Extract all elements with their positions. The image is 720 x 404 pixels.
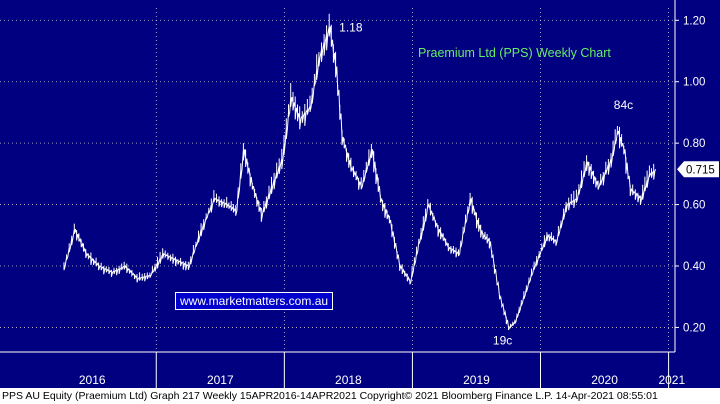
y-tick-label: 0.20 [683, 322, 705, 334]
last-price-tag-box [677, 161, 719, 178]
last-price-label: 0.715 [686, 164, 715, 176]
x-tick-label: 2017 [207, 373, 234, 387]
y-tick-label: 0.80 [683, 138, 705, 150]
price-annotation: 1.18 [339, 20, 363, 34]
chart-title: Praemium Ltd (PPS) Weekly Chart [418, 46, 611, 60]
price-line [63, 13, 657, 331]
price-series [63, 13, 657, 331]
price-annotation: 84c [614, 98, 633, 112]
x-tick-label: 2021 [658, 373, 685, 387]
y-tick-label: 0.40 [683, 261, 705, 273]
y-tick-label: 0.60 [683, 200, 705, 212]
price-annotations: 1.18 84c 19c [339, 20, 633, 347]
price-annotation: 19c [493, 334, 512, 348]
footer-bar: PPS AU Equity (Praemium Ltd) Graph 217 W… [0, 388, 720, 404]
axes: 0.20 0.40 0.60 0.80 1.00 1.20 2016 2017 2018 2019… [0, 0, 719, 388]
y-tick-label: 1.20 [683, 15, 705, 27]
y-tick-label: 1.00 [683, 77, 705, 89]
x-tick-label: 2016 [79, 373, 106, 387]
last-price-tag: 0.715 [677, 161, 719, 178]
grid-lines [0, 8, 675, 352]
x-tick-label: 2018 [335, 373, 362, 387]
x-tick-label: 2019 [463, 373, 490, 387]
x-tick-label: 2020 [591, 373, 618, 387]
watermark-link[interactable]: www.marketmatters.com.au [175, 292, 334, 310]
